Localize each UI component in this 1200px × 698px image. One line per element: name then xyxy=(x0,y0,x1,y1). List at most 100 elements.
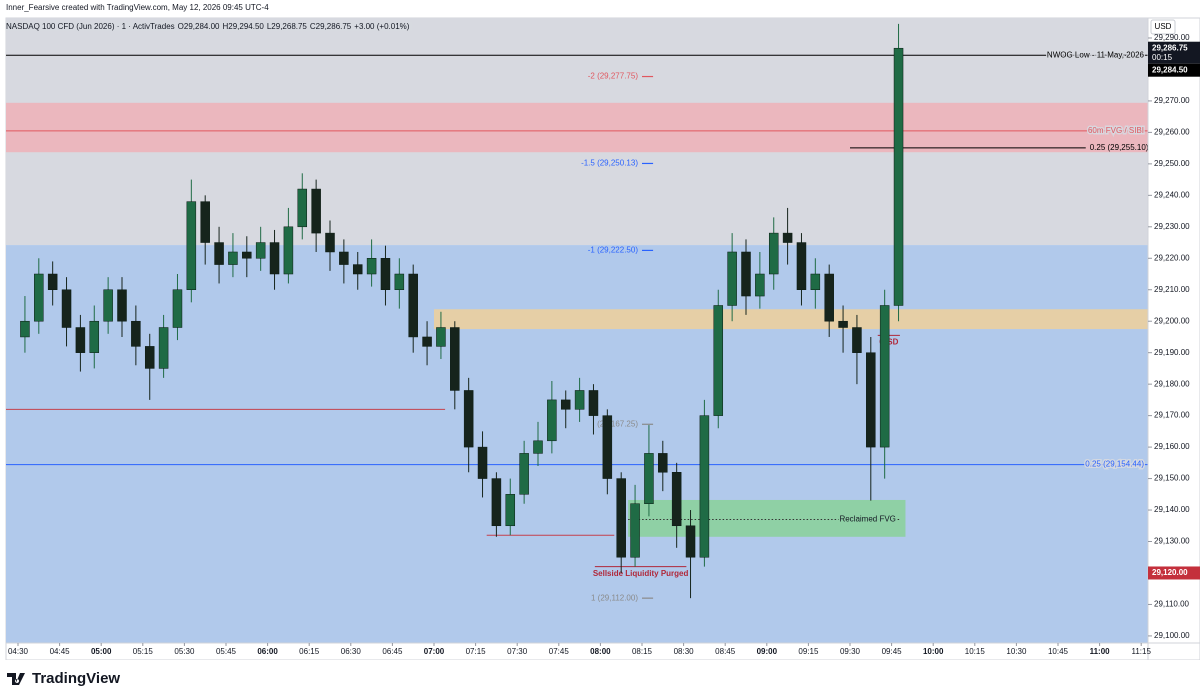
x-tick-label: 09:45 xyxy=(882,647,903,656)
price-tag-sub: 00:15 xyxy=(1152,53,1173,62)
y-tick-label: 29,210.00 xyxy=(1154,285,1190,294)
candle-body xyxy=(242,251,252,259)
x-tick-label: 10:15 xyxy=(965,647,986,656)
price-tag xyxy=(1148,41,1200,64)
candle-body xyxy=(144,346,155,369)
candle-body xyxy=(352,264,363,275)
zone xyxy=(434,309,1148,330)
candle-body xyxy=(755,273,765,297)
y-tick-label: 29,160.00 xyxy=(1154,442,1190,451)
annotation: NWOG Low - 11 May, 2026 xyxy=(1047,50,1145,59)
x-tick-label: 08:45 xyxy=(715,647,736,656)
candle-body xyxy=(699,415,710,558)
candle-body xyxy=(866,352,876,448)
x-tick-label: 06:45 xyxy=(382,647,403,656)
brand: TradingView xyxy=(6,670,120,687)
price-tag xyxy=(1148,63,1200,77)
candle-body xyxy=(394,273,405,290)
candle-body xyxy=(158,327,169,369)
zone xyxy=(6,102,1148,153)
candle-body xyxy=(269,242,280,275)
y-tick-label: 29,130.00 xyxy=(1154,537,1190,546)
plot: NWOG Low - 11 May, 2026 60m FVG / SIBI 0.2… xyxy=(6,18,1149,643)
candle-body xyxy=(796,242,807,290)
candle-body xyxy=(117,289,127,322)
candle-body xyxy=(408,273,418,338)
candle-body xyxy=(727,251,737,306)
annotation: Sellside Liquidity Purged xyxy=(593,569,689,578)
candle-body xyxy=(450,327,460,391)
candle-body xyxy=(436,327,446,347)
candle-body xyxy=(852,327,862,353)
x-tick-label: 10:30 xyxy=(1006,647,1027,656)
x-tick-label: 05:30 xyxy=(174,647,195,656)
candle-body xyxy=(172,289,183,328)
candle-body xyxy=(463,390,474,448)
annotation: 60m FVG / SIBI xyxy=(1088,126,1144,135)
candle-body xyxy=(560,399,571,410)
candle-body xyxy=(519,453,529,495)
annotation: -1 (29,222.50) xyxy=(588,246,639,255)
candle-body xyxy=(838,320,848,328)
y-tick-label: 29,200.00 xyxy=(1154,316,1190,325)
x-tick-label: 05:15 xyxy=(133,647,154,656)
annotation: (29,167.25) xyxy=(597,419,638,428)
x-tick-label: 08:00 xyxy=(590,647,611,656)
annotation: -2 (29,277.75) xyxy=(588,72,639,81)
candle-body xyxy=(380,258,391,290)
x-tick-label: 11:15 xyxy=(1131,647,1151,656)
x-tick-label: 11:00 xyxy=(1090,647,1111,656)
candle-body xyxy=(34,273,44,322)
x-tick-label: 07:15 xyxy=(466,647,487,656)
x-tick-label: 07:30 xyxy=(507,647,528,656)
y-tick-label: 29,230.00 xyxy=(1154,222,1190,231)
price-tag xyxy=(1148,566,1200,580)
x-tick-label: 05:45 xyxy=(216,647,237,656)
candle-body xyxy=(186,201,197,290)
y-tick-label: 29,260.00 xyxy=(1154,128,1190,137)
x-tick-label: 09:00 xyxy=(757,647,778,656)
x-tick-label: 06:00 xyxy=(257,647,278,656)
price-tag-label: 29,284.50 xyxy=(1152,65,1188,74)
price-tag-label: 29,120.00 xyxy=(1152,568,1188,577)
x-tick-label: 08:15 xyxy=(632,647,653,656)
price-tag-label: 29,286.75 xyxy=(1152,43,1188,52)
y-tick-label: 29,150.00 xyxy=(1154,474,1190,483)
candle-body xyxy=(658,453,668,473)
x-tick-label: 10:00 xyxy=(923,647,944,656)
y-tick-label: 29,140.00 xyxy=(1154,505,1190,514)
y-tick-label: 29,270.00 xyxy=(1154,96,1190,105)
candle-body xyxy=(200,201,210,243)
y-tick-label: 29,190.00 xyxy=(1154,348,1190,357)
candle-body xyxy=(768,232,779,275)
candle-body xyxy=(311,188,321,234)
candle-body xyxy=(325,232,335,253)
x-tick-label: 06:30 xyxy=(341,647,362,656)
candle-body xyxy=(574,390,585,410)
candle-body xyxy=(741,251,751,297)
annotation: 0.25 (29,255.10) xyxy=(1090,143,1149,152)
candle-body xyxy=(75,327,86,353)
candle-body xyxy=(630,503,640,558)
x-tick-label: 04:45 xyxy=(50,647,71,656)
candle-body xyxy=(89,320,100,353)
x-tick-label: 09:15 xyxy=(798,647,819,656)
candle-body xyxy=(214,242,224,265)
candle-body xyxy=(297,188,308,228)
candle-body xyxy=(477,446,488,479)
candle-body xyxy=(283,226,294,275)
candle-body xyxy=(671,472,682,527)
y-tick-label: 29,250.00 xyxy=(1154,159,1190,168)
candle-body xyxy=(616,478,626,558)
candle-body xyxy=(893,47,904,306)
candle-body xyxy=(824,273,834,322)
x-tick-label: 10:45 xyxy=(1048,647,1069,656)
currency-box[interactable] xyxy=(1150,19,1176,35)
candle-body xyxy=(366,258,377,275)
annotation: 1 (29,112.00) xyxy=(591,593,638,602)
annotation: -1.5 (29,250.13) xyxy=(581,159,638,168)
candle-body xyxy=(602,415,613,479)
candle-body xyxy=(131,320,141,347)
candle-body xyxy=(47,273,58,290)
